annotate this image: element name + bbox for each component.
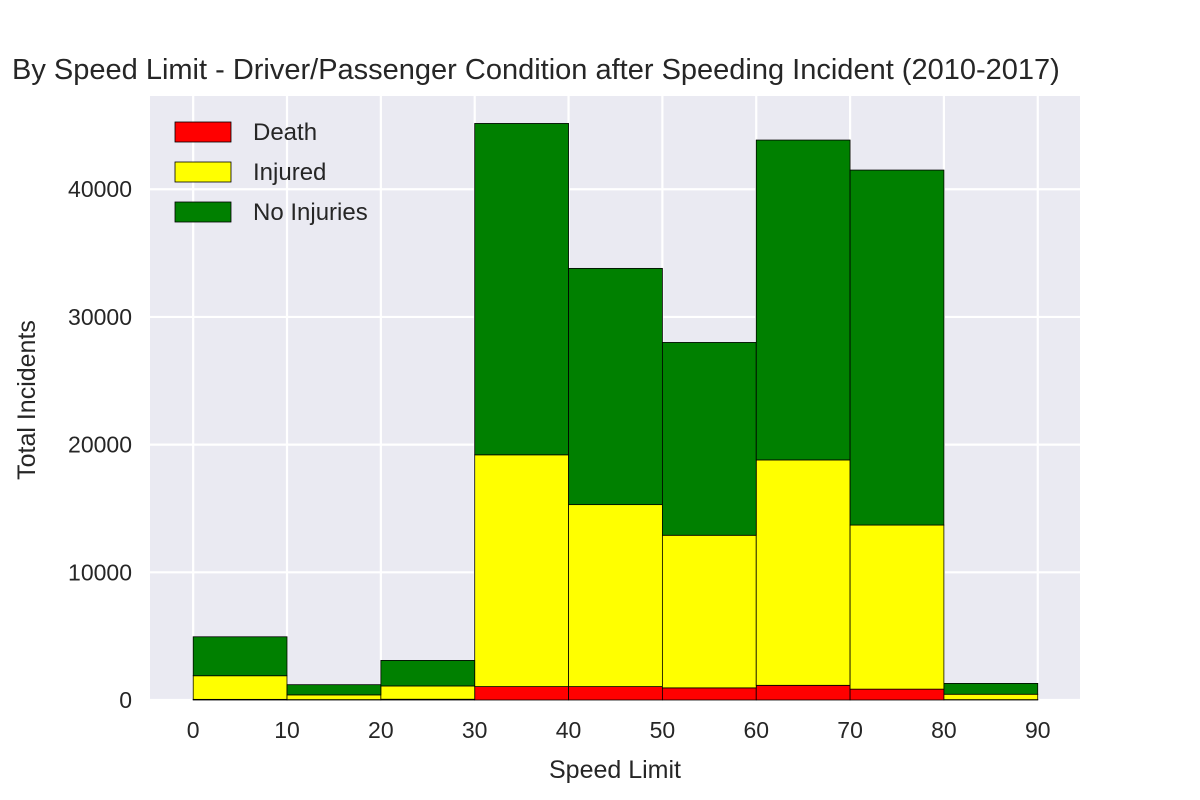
legend-label: Death	[253, 119, 317, 146]
legend-swatch-no-injuries	[174, 201, 232, 223]
bar-injured-30-40	[474, 454, 569, 687]
bars	[192, 123, 1039, 701]
bar-death-60-70	[755, 684, 851, 701]
bar-injured-50-60	[661, 534, 757, 689]
bar-no-injuries-40-50	[568, 267, 663, 506]
x-tick-label: 30	[462, 717, 488, 743]
bar-no-injuries-50-60	[661, 342, 757, 536]
bar-death-40-50	[568, 686, 663, 701]
bar-injured-10-20	[286, 694, 382, 701]
x-axis-label: Speed Limit	[549, 756, 681, 784]
y-axis-label: Total Incidents	[13, 320, 41, 480]
bar-no-injuries-80-90	[943, 682, 1039, 695]
x-tick-label: 20	[368, 717, 394, 743]
chart-title: By Speed Limit - Driver/Passenger Condit…	[12, 54, 1060, 86]
x-tick-label: 0	[187, 717, 200, 743]
legend-swatch-injured	[174, 161, 232, 183]
y-tick-label: 30000	[68, 304, 132, 330]
legend-label: Injured	[253, 159, 326, 186]
legend-swatch-death	[174, 121, 232, 143]
x-tick-label: 10	[274, 717, 300, 743]
x-tick-label: 90	[1025, 717, 1051, 743]
bar-injured-80-90	[943, 693, 1039, 701]
legend: Death Injured No Injuries	[174, 119, 368, 226]
y-tick-label: 0	[119, 687, 132, 713]
y-tick-label: 10000	[68, 559, 132, 585]
x-tick-label: 60	[743, 717, 769, 743]
bar-injured-70-80	[849, 524, 945, 690]
bar-death-70-80	[849, 688, 945, 701]
y-tick-labels: 0 10000 20000 30000 40000	[68, 176, 132, 713]
bar-no-injuries-0-10	[192, 636, 288, 677]
y-tick-label: 40000	[68, 176, 132, 202]
x-tick-label: 80	[931, 717, 957, 743]
bar-no-injuries-30-40	[474, 123, 569, 456]
bar-death-50-60	[661, 687, 757, 701]
bar-death-30-40	[474, 686, 569, 701]
bar-no-injuries-60-70	[755, 139, 851, 461]
x-tick-label: 50	[650, 717, 676, 743]
x-tick-label: 40	[556, 717, 582, 743]
bar-no-injuries-70-80	[849, 169, 945, 526]
bar-no-injuries-10-20	[286, 684, 382, 696]
legend-label: No Injuries	[253, 199, 368, 226]
bar-injured-0-10	[192, 675, 288, 700]
x-tick-labels: 0 10 20 30 40 50 60 70 80 90	[187, 717, 1051, 743]
y-tick-label: 20000	[68, 432, 132, 458]
x-tick-label: 70	[837, 717, 863, 743]
bar-injured-40-50	[568, 504, 663, 687]
bar-no-injuries-20-30	[380, 660, 476, 687]
bar-injured-60-70	[755, 459, 851, 686]
bar-injured-20-30	[380, 685, 476, 700]
